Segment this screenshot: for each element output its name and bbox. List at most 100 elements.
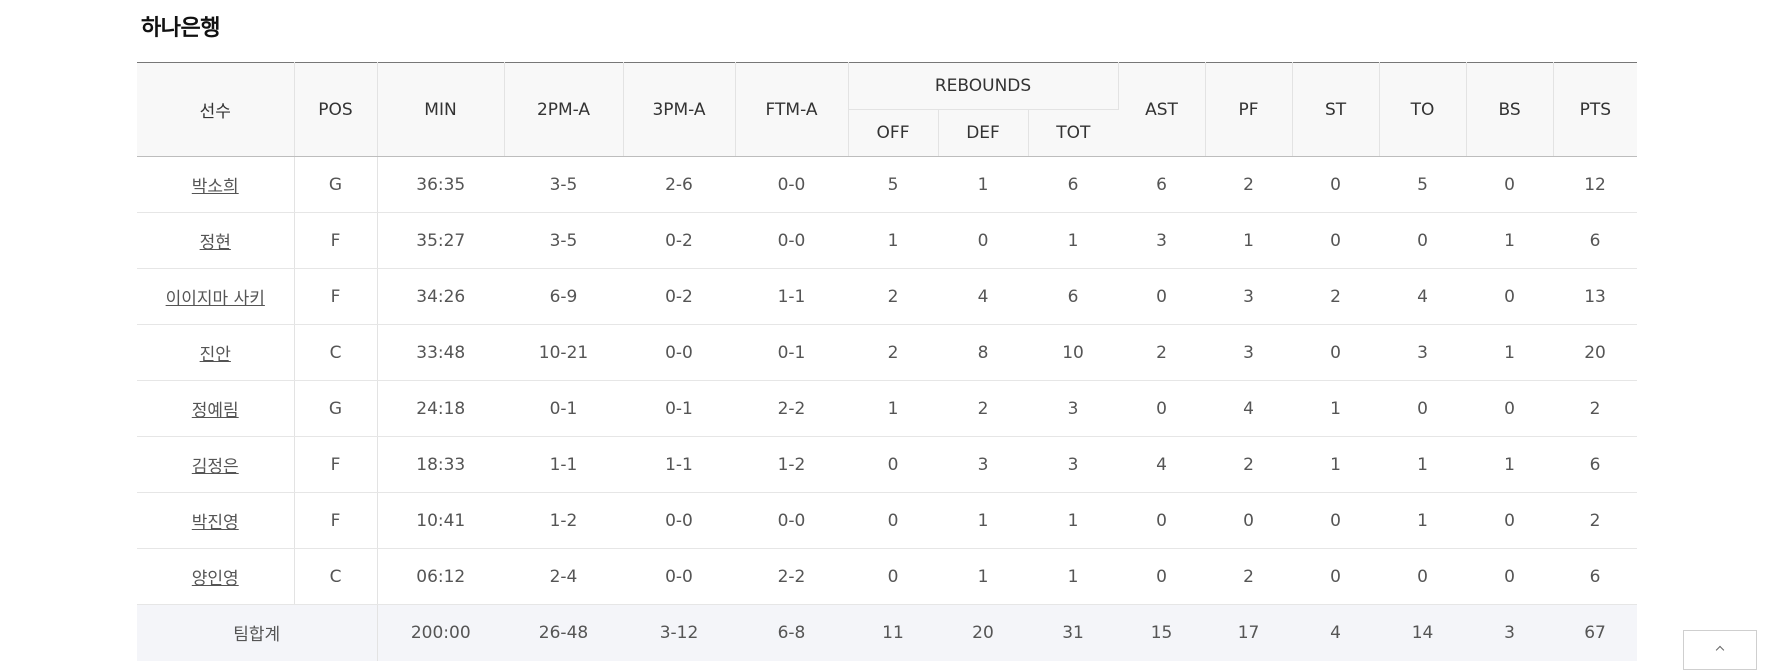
player-off: 0 (848, 436, 938, 493)
player-off: 5 (848, 156, 938, 213)
player-st: 0 (1292, 212, 1380, 269)
header-3pm-a: 3PM-A (623, 62, 736, 157)
player-ast: 4 (1118, 436, 1206, 493)
player-pos: F (294, 268, 378, 325)
total-bs: 3 (1466, 604, 1554, 661)
player-name-link[interactable]: 박진영 (191, 513, 239, 533)
player-3pm-a: 0-0 (623, 548, 735, 605)
table-row: 박진영 F 10:41 1-2 0-0 0-0 0 1 1 0 0 0 1 0 2 (137, 492, 1638, 549)
player-name-link[interactable]: 양인영 (191, 569, 239, 589)
player-name-link[interactable]: 김정은 (191, 457, 239, 477)
player-off: 0 (848, 492, 938, 549)
player-2pm-a: 1-2 (504, 492, 623, 549)
player-pf: 1 (1205, 212, 1293, 269)
player-2pm-a: 3-5 (504, 212, 623, 269)
header-pf: PF (1205, 62, 1293, 157)
player-2pm-a: 10-21 (504, 324, 623, 381)
header-rebounds: REBOUNDS (848, 62, 1119, 110)
total-pf: 17 (1205, 604, 1293, 661)
player-off: 2 (848, 324, 938, 381)
table-row: 양인영 C 06:12 2-4 0-0 2-2 0 1 1 0 2 0 0 0 6 (137, 548, 1638, 605)
team-title: 하나은행 (141, 16, 220, 41)
player-def: 8 (938, 324, 1028, 381)
player-ast: 6 (1118, 156, 1206, 213)
player-2pm-a: 3-5 (504, 156, 623, 213)
player-3pm-a: 0-1 (623, 380, 735, 437)
player-to: 1 (1379, 492, 1467, 549)
player-pts: 6 (1553, 548, 1638, 605)
player-to: 1 (1379, 436, 1467, 493)
player-bs: 1 (1466, 212, 1554, 269)
player-pf: 3 (1205, 268, 1293, 325)
header-subrow: OFF DEF TOT (137, 109, 1637, 157)
player-tot: 3 (1028, 380, 1119, 437)
player-2pm-a: 2-4 (504, 548, 623, 605)
player-pos: G (294, 380, 378, 437)
player-st: 0 (1292, 548, 1380, 605)
player-ast: 0 (1118, 380, 1206, 437)
header-off: OFF (848, 109, 939, 157)
player-st: 1 (1292, 380, 1380, 437)
player-pf: 4 (1205, 380, 1293, 437)
scroll-top-button[interactable] (1683, 630, 1757, 670)
table-row: 박소희 G 36:35 3-5 2-6 0-0 5 1 6 6 2 0 5 0 12 (137, 156, 1638, 213)
header-row: 선수 POS MIN 2PM-A 3PM-A FTM-A REBOUNDS AS… (137, 62, 1638, 157)
player-tot: 6 (1028, 156, 1119, 213)
player-pts: 2 (1553, 380, 1638, 437)
player-pf: 0 (1205, 492, 1293, 549)
player-bs: 0 (1466, 548, 1554, 605)
player-def: 0 (938, 212, 1028, 269)
header-to: TO (1379, 62, 1467, 157)
player-ast: 3 (1118, 212, 1206, 269)
player-name-link[interactable]: 박소희 (191, 177, 239, 197)
player-ast: 0 (1118, 492, 1206, 549)
player-off: 0 (848, 548, 938, 605)
player-off: 1 (848, 212, 938, 269)
player-def: 2 (938, 380, 1028, 437)
player-pf: 3 (1205, 324, 1293, 381)
table-row: 김정은 F 18:33 1-1 1-1 1-2 0 3 3 4 2 1 1 1 6 (137, 436, 1638, 493)
total-pts: 67 (1553, 604, 1638, 661)
player-tot: 1 (1028, 212, 1119, 269)
player-pos: G (294, 156, 378, 213)
total-ftm-a: 6-8 (735, 604, 848, 661)
player-min: 10:41 (377, 492, 504, 549)
player-ftm-a: 2-2 (735, 380, 848, 437)
player-min: 33:48 (377, 324, 504, 381)
player-name-link[interactable]: 진안 (199, 345, 231, 365)
player-min: 06:12 (377, 548, 504, 605)
player-name-link[interactable]: 정현 (199, 233, 231, 253)
player-name-link[interactable]: 이이지마 사키 (165, 289, 265, 309)
player-tot: 3 (1028, 436, 1119, 493)
player-def: 1 (938, 492, 1028, 549)
table-row: 이이지마 사키 F 34:26 6-9 0-2 1-1 2 4 6 0 3 2 4 0 13 (137, 268, 1638, 325)
player-name-link[interactable]: 정예림 (191, 401, 239, 421)
player-pos: F (294, 212, 378, 269)
player-ftm-a: 2-2 (735, 548, 848, 605)
table-row: 진안 C 33:48 10-21 0-0 0-1 2 8 10 2 3 0 3 1 20 (137, 324, 1638, 381)
player-tot: 1 (1028, 548, 1119, 605)
player-st: 0 (1292, 492, 1380, 549)
player-2pm-a: 0-1 (504, 380, 623, 437)
player-3pm-a: 0-2 (623, 268, 735, 325)
player-bs: 0 (1466, 380, 1554, 437)
header-def: DEF (938, 109, 1029, 157)
player-bs: 1 (1466, 324, 1554, 381)
player-to: 4 (1379, 268, 1467, 325)
player-to: 3 (1379, 324, 1467, 381)
player-pts: 13 (1553, 268, 1638, 325)
total-label: 팀합계 (137, 604, 378, 661)
header-ftm-a: FTM-A (735, 62, 849, 157)
total-3pm-a: 3-12 (623, 604, 735, 661)
player-pf: 2 (1205, 436, 1293, 493)
player-ftm-a: 0-0 (735, 212, 848, 269)
player-3pm-a: 0-0 (623, 492, 735, 549)
player-3pm-a: 1-1 (623, 436, 735, 493)
player-to: 5 (1379, 156, 1467, 213)
player-min: 36:35 (377, 156, 504, 213)
player-st: 1 (1292, 436, 1380, 493)
total-ast: 15 (1118, 604, 1206, 661)
header-pos: POS (294, 62, 378, 157)
player-bs: 0 (1466, 268, 1554, 325)
total-2pm-a: 26-48 (504, 604, 623, 661)
